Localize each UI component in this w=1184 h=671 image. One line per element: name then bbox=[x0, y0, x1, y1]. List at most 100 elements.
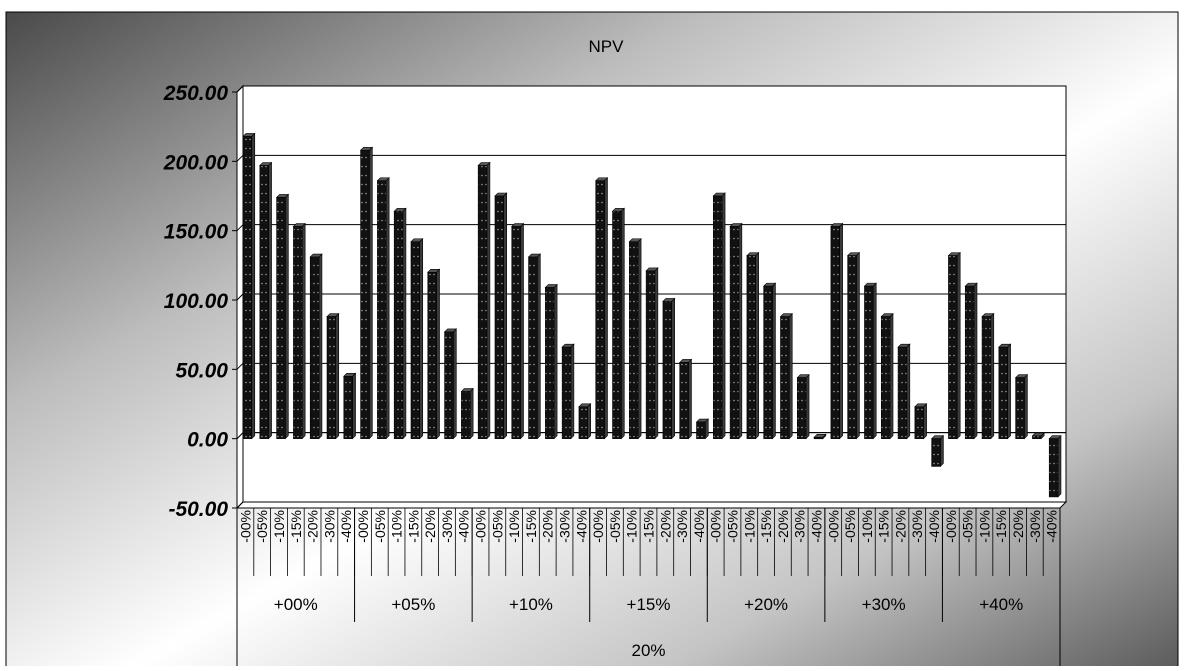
chart-title: NPV bbox=[589, 37, 625, 56]
group-label: +15% bbox=[627, 595, 671, 614]
x-category-label: -00% bbox=[708, 510, 724, 543]
bar-side bbox=[604, 178, 607, 439]
x-category-label: -40% bbox=[926, 510, 942, 543]
x-category-label: -20% bbox=[305, 510, 321, 543]
x-category-label: -00% bbox=[237, 510, 253, 543]
bar-side bbox=[1024, 375, 1027, 439]
bar-side bbox=[520, 224, 523, 439]
bar bbox=[898, 347, 907, 439]
y-tick-label: 50.00 bbox=[175, 359, 228, 382]
bar bbox=[881, 317, 890, 439]
bar bbox=[344, 376, 353, 438]
x-category-label: -15% bbox=[876, 510, 892, 543]
bar-side bbox=[1008, 344, 1011, 439]
bar-side bbox=[588, 404, 591, 439]
bar bbox=[680, 362, 689, 438]
bar-side bbox=[856, 253, 859, 439]
bar-side bbox=[772, 283, 775, 439]
bar-side bbox=[974, 283, 977, 439]
bar-side bbox=[840, 224, 843, 439]
group-label: +00% bbox=[274, 595, 318, 614]
plot-floor bbox=[237, 502, 1066, 508]
bar-side bbox=[336, 314, 339, 439]
bar-side bbox=[655, 268, 658, 439]
bar-side bbox=[873, 283, 876, 439]
bar bbox=[277, 197, 286, 438]
bar bbox=[596, 181, 605, 439]
bar-side bbox=[688, 359, 691, 438]
bar bbox=[377, 181, 386, 439]
outer-group-label: 20% bbox=[631, 641, 665, 660]
x-category-label: -10% bbox=[859, 510, 875, 543]
bar bbox=[965, 286, 974, 439]
bar bbox=[747, 256, 756, 439]
bar-side bbox=[437, 269, 440, 438]
bar bbox=[697, 422, 706, 439]
bar-side bbox=[353, 373, 356, 438]
bar bbox=[293, 227, 302, 439]
x-category-label: -40% bbox=[338, 510, 354, 543]
x-category-label: -05% bbox=[724, 510, 740, 543]
x-category-label: -20% bbox=[1010, 510, 1026, 543]
bar-side bbox=[252, 133, 255, 438]
bar bbox=[394, 211, 403, 438]
group-label: +20% bbox=[744, 595, 788, 614]
y-tick-label: 150.00 bbox=[164, 221, 229, 244]
bar bbox=[713, 196, 722, 439]
bar-side bbox=[890, 314, 893, 439]
y-tick-label: 100.00 bbox=[164, 290, 229, 313]
x-category-label: -30% bbox=[557, 510, 573, 543]
bar-side bbox=[924, 404, 927, 439]
bar-side bbox=[789, 314, 792, 439]
bar bbox=[948, 256, 957, 439]
x-category-label: -15% bbox=[405, 510, 421, 543]
bar-side bbox=[739, 224, 742, 439]
bar bbox=[982, 317, 991, 439]
x-category-label: -30% bbox=[321, 510, 337, 543]
x-category-label: -15% bbox=[288, 510, 304, 543]
x-category-label: -15% bbox=[523, 510, 539, 543]
bar-side bbox=[487, 162, 490, 438]
bar bbox=[629, 242, 638, 439]
bar bbox=[478, 165, 487, 438]
bar bbox=[915, 407, 924, 439]
y-tick-label: 250.00 bbox=[163, 82, 229, 105]
bar bbox=[428, 272, 437, 438]
bar-side bbox=[504, 193, 507, 439]
bar-side bbox=[806, 375, 809, 439]
x-category-label: -10% bbox=[624, 510, 640, 543]
x-category-label: -00% bbox=[825, 510, 841, 543]
bar-side bbox=[1058, 436, 1061, 497]
x-category-label: -20% bbox=[892, 510, 908, 543]
bar bbox=[848, 256, 857, 439]
bar-side bbox=[537, 254, 540, 439]
x-category-label: -10% bbox=[271, 510, 287, 543]
bar bbox=[243, 136, 252, 438]
x-category-label: -10% bbox=[976, 510, 992, 543]
bar-side bbox=[621, 208, 624, 438]
x-category-label: -15% bbox=[641, 510, 657, 543]
x-category-label: -05% bbox=[842, 510, 858, 543]
bar-side bbox=[571, 344, 574, 439]
x-category-label: -20% bbox=[775, 510, 791, 543]
bar-side bbox=[319, 254, 322, 439]
bar bbox=[831, 227, 840, 439]
bar-side bbox=[420, 239, 423, 439]
bar bbox=[1016, 378, 1025, 439]
bar bbox=[461, 392, 470, 439]
bar bbox=[814, 437, 823, 439]
bar bbox=[663, 301, 672, 438]
x-category-label: -30% bbox=[792, 510, 808, 543]
bar-side bbox=[554, 285, 557, 439]
bar bbox=[310, 257, 319, 439]
bar-side bbox=[403, 208, 406, 438]
bar-side bbox=[470, 389, 473, 439]
bar bbox=[411, 242, 420, 439]
bar-side bbox=[302, 224, 305, 439]
bar bbox=[512, 227, 521, 439]
bar-side bbox=[722, 193, 725, 439]
bar bbox=[361, 150, 370, 438]
x-category-label: -00% bbox=[590, 510, 606, 543]
